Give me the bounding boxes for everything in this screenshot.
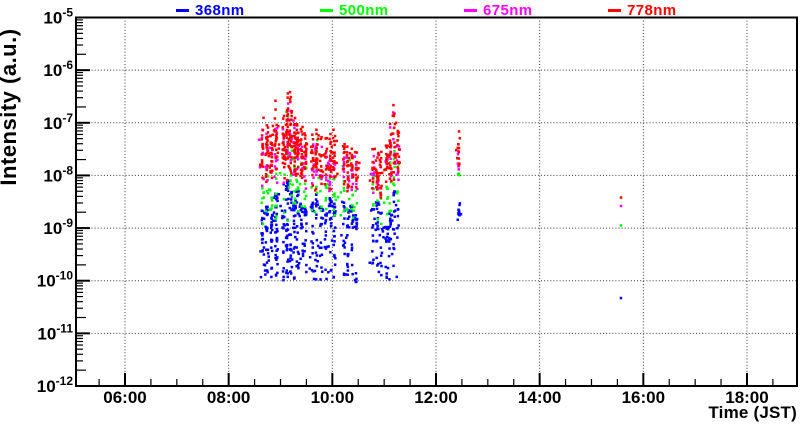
x-tick-label-14:00: 14:00 [518, 388, 561, 407]
legend-label-500nm: 500nm [339, 2, 389, 19]
data-points [257, 90, 623, 300]
axis-ticks [76, 16, 774, 387]
y-tick-label-1e-12: 10-12 [37, 374, 74, 396]
legend-item-675nm: 675nm [464, 2, 533, 19]
x-tick-label-08:00: 08:00 [207, 388, 250, 407]
gridlines [76, 17, 797, 387]
x-tick-label-06:00: 06:00 [103, 388, 146, 407]
y-axis-title: Intensity (a.u.) [0, 28, 21, 186]
legend-item-500nm: 500nm [320, 2, 389, 19]
plot-frame [75, 16, 798, 387]
y-tick-label-1e-11: 10-11 [37, 321, 73, 343]
x-axis-title: Time (JST) [708, 403, 797, 422]
x-tick-label-18:00: 18:00 [725, 388, 768, 407]
legend-label-778nm: 778nm [627, 2, 677, 19]
points-368nm [259, 179, 623, 300]
x-tick-label-16:00: 16:00 [622, 388, 665, 407]
y-tick-label-1e-7: 10-7 [43, 111, 73, 133]
legend-marker-500nm-icon [320, 9, 333, 12]
y-tick-label-1e-9: 10-9 [43, 216, 73, 238]
y-tick-label-1e-5: 10-5 [43, 6, 73, 28]
y-tick-label-1e-6: 10-6 [43, 58, 73, 80]
legend-item-778nm: 778nm [608, 2, 677, 19]
points-778nm [259, 90, 623, 199]
legend-marker-368nm-icon [176, 9, 189, 12]
legend-marker-778nm-icon [608, 9, 621, 12]
legend-label-368nm: 368nm [195, 2, 245, 19]
y-tick-label-1e-10: 10-10 [37, 269, 74, 291]
points-675nm [257, 102, 623, 208]
x-tick-label-10:00: 10:00 [311, 388, 354, 407]
y-tick-label-1e-8: 10-8 [43, 163, 73, 185]
legend: 368nm 500nm 675nm 778nm [0, 0, 800, 20]
legend-marker-675nm-icon [464, 9, 477, 12]
legend-label-675nm: 675nm [483, 2, 533, 19]
x-tick-label-12:00: 12:00 [414, 388, 457, 407]
points-500nm [260, 110, 623, 227]
legend-item-368nm: 368nm [176, 2, 245, 19]
x-tick-labels: 06:00 08:00 10:00 12:00 14:00 16:00 18:00 [103, 388, 768, 407]
y-tick-labels: 10-5 10-6 10-7 10-8 10-9 10-10 10-11 10-12 [37, 6, 74, 397]
